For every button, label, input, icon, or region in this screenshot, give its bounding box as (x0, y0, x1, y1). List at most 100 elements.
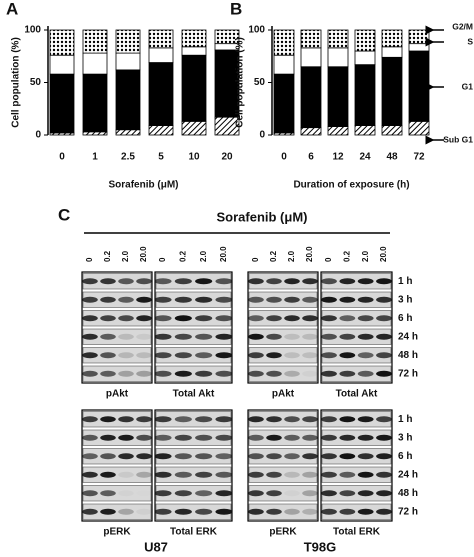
concentration-label: 2.0 (121, 250, 130, 262)
x-tick-label: 20 (221, 152, 233, 163)
time-label: 1 h (398, 276, 412, 287)
blot-band (82, 296, 98, 303)
time-label: 48 h (398, 350, 418, 361)
blot-band (174, 434, 192, 441)
blot-band (174, 471, 192, 478)
blot-band (302, 371, 318, 377)
y-axis-title: Cell population (%) (235, 37, 246, 128)
blot-band (266, 434, 282, 441)
bar-segment (49, 54, 75, 75)
concentration-label: 0 (324, 257, 333, 262)
bar-segment (327, 66, 349, 127)
blot-band (118, 333, 134, 340)
blot-band (118, 416, 134, 423)
blot-band (321, 333, 337, 340)
blot-band (100, 490, 116, 497)
panel-letter: B (230, 0, 242, 18)
blot-band (266, 490, 282, 497)
blot-band (357, 352, 374, 359)
blot-band (100, 333, 116, 340)
bar-segment (408, 29, 430, 45)
y-tick-label: 0 (259, 130, 265, 141)
blot-frame (247, 271, 319, 384)
blot-band (321, 453, 337, 460)
blot-band (174, 370, 192, 377)
blot-label: Total Akt (173, 389, 215, 400)
x-axis-title: Duration of exposure (h) (293, 180, 409, 191)
legend-label: S (467, 36, 473, 46)
blot-band (82, 490, 98, 497)
blot-band (154, 490, 172, 497)
bar-segment (148, 125, 174, 136)
blot-band (339, 278, 356, 285)
legend-label: Sub G1 (443, 134, 473, 144)
bar-segment (327, 47, 349, 68)
blot-band (339, 370, 356, 377)
blot-band (302, 453, 318, 460)
blot-band (136, 416, 152, 423)
blot-band (136, 508, 152, 515)
blot-band (302, 416, 318, 423)
bar-segment (354, 50, 376, 66)
blot-band (82, 416, 98, 423)
blot-band (284, 370, 300, 377)
blot-band (195, 296, 213, 303)
blot-band (82, 508, 98, 515)
blot-band (376, 278, 392, 285)
bar-segment (327, 126, 349, 136)
blot-band (82, 453, 98, 460)
blot-band (136, 471, 152, 478)
blot-band (321, 370, 337, 377)
blot-band (118, 471, 134, 478)
blot-band (302, 471, 318, 478)
time-label: 3 h (398, 432, 412, 443)
blot-band (195, 370, 213, 377)
y-tick-label: 0 (35, 130, 41, 141)
blot-band (376, 490, 392, 497)
blot-band (339, 471, 356, 478)
bar-segment (327, 29, 349, 49)
bar-segment (148, 29, 174, 49)
blot-band (174, 352, 192, 359)
blot-label: pAkt (106, 389, 129, 400)
blot-label: Total Akt (336, 389, 378, 400)
blot-band (357, 508, 374, 515)
blot-band (284, 296, 300, 303)
blot-band (266, 416, 282, 423)
blot-band (357, 471, 374, 478)
blot-band (215, 352, 233, 359)
blot-band (284, 471, 300, 478)
blot-band (339, 453, 356, 460)
blot-band (195, 352, 213, 359)
blot-band (82, 278, 98, 285)
blot-band (376, 296, 392, 303)
time-label: 48 h (398, 488, 418, 499)
blot-band (174, 453, 192, 460)
blot-band (174, 508, 192, 515)
blot-band (154, 352, 172, 359)
blot-band (154, 278, 172, 285)
blot-band (136, 370, 152, 377)
blot-band (195, 333, 213, 340)
blot-band (339, 315, 356, 322)
blot-label: Total ERK (170, 527, 218, 538)
time-label: 72 h (398, 506, 418, 517)
blot-band (284, 352, 300, 359)
x-tick-label: 12 (332, 152, 344, 163)
concentration-label: 20.0 (305, 246, 314, 262)
x-tick-label: 0 (59, 152, 65, 163)
blot-band (195, 508, 213, 515)
blot-band (357, 490, 374, 497)
blot-band (215, 453, 233, 460)
bar-segment (115, 52, 141, 71)
blot-band (339, 490, 356, 497)
blot-band (266, 278, 282, 285)
blot-band (266, 471, 282, 478)
blot-band (321, 508, 337, 515)
bar-segment (354, 29, 376, 52)
blot-band (100, 434, 116, 441)
blot-band (154, 370, 172, 377)
blot-band (248, 315, 264, 322)
blot-band (154, 333, 172, 340)
blot-band (118, 278, 134, 285)
